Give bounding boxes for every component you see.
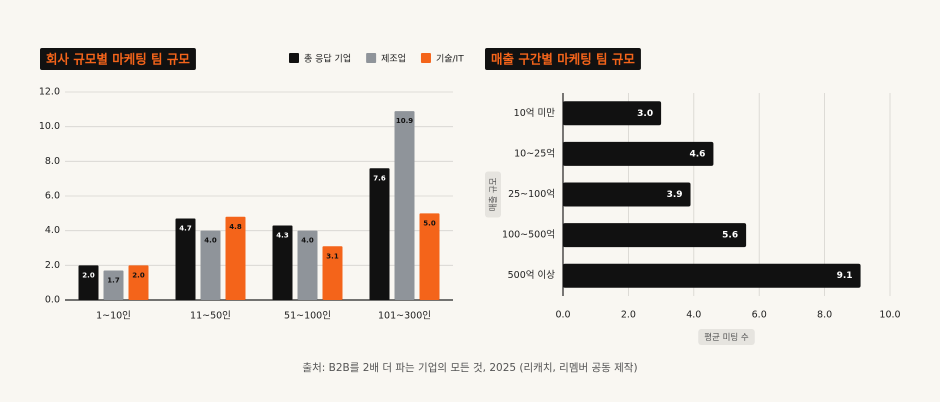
bar — [322, 246, 343, 300]
y-axis-label-group: 매출 규모 — [485, 171, 501, 218]
bar — [225, 216, 246, 300]
bar — [128, 265, 149, 300]
value-label: 4.3 — [276, 231, 289, 239]
bar — [175, 218, 196, 300]
caption: 출처: B2B를 2배 더 파는 기업의 모든 것, 2025 (리캐치, 리멤… — [302, 361, 637, 374]
x-axis-label: 평균 미팅 수 — [704, 332, 749, 343]
y-tick-label: 6.0 — [45, 191, 60, 202]
y-axis-label: 매출 규모 — [488, 177, 499, 211]
y-tick-label: 100~500억 — [502, 229, 555, 241]
legend-swatch — [366, 53, 377, 63]
value-label: 4.0 — [301, 237, 314, 245]
value-label: 1.7 — [107, 277, 120, 285]
x-tick-label: 4.0 — [686, 310, 701, 321]
axis-label-background — [485, 171, 501, 218]
value-label: 4.6 — [689, 149, 705, 159]
bar — [369, 168, 390, 300]
y-tick-label: 10.0 — [39, 121, 60, 132]
bar — [419, 213, 440, 300]
bar — [103, 270, 124, 300]
bar — [563, 182, 691, 207]
bar — [272, 225, 293, 300]
y-tick-label: 12.0 — [39, 87, 60, 98]
x-tick-label: 11~50인 — [190, 311, 231, 322]
bar — [563, 101, 662, 126]
y-tick-label: 2.0 — [45, 260, 60, 271]
y-tick-label: 10억 미만 — [514, 107, 556, 119]
bar — [563, 263, 861, 288]
value-label: 9.1 — [837, 271, 853, 281]
legend-swatch — [289, 53, 299, 63]
x-tick-label: 0.0 — [555, 310, 570, 321]
bar — [563, 141, 714, 166]
legend-label: 기술/IT — [436, 54, 464, 65]
bar — [78, 265, 99, 300]
x-tick-label: 8.0 — [817, 310, 832, 321]
value-label: 4.8 — [229, 223, 242, 231]
y-tick-label: 0.0 — [45, 295, 60, 306]
value-label: 10.9 — [396, 117, 413, 125]
legend-swatch — [420, 53, 431, 63]
bar — [297, 230, 318, 300]
legend-label: 총 응답 기업 — [304, 53, 351, 65]
value-label: 4.0 — [204, 237, 217, 245]
value-label: 3.1 — [326, 252, 339, 260]
chart-title: 매출 구간별 마케팅 팀 규모 — [491, 52, 635, 67]
x-tick-label: 101~300인 — [378, 311, 431, 322]
x-tick-label: 6.0 — [752, 310, 767, 321]
value-label: 2.0 — [82, 271, 95, 279]
x-tick-label: 2.0 — [621, 310, 636, 321]
value-label: 3.0 — [637, 109, 653, 119]
y-tick-label: 8.0 — [45, 156, 60, 167]
value-label: 5.6 — [722, 231, 738, 241]
legend-label: 제조업 — [381, 54, 406, 65]
value-label: 4.7 — [179, 225, 192, 233]
bar — [200, 230, 221, 300]
title-background — [40, 48, 196, 70]
value-label: 3.9 — [667, 190, 683, 200]
y-tick-label: 500억 이상 — [508, 269, 556, 281]
value-label: 5.0 — [423, 219, 436, 227]
value-label: 7.6 — [373, 174, 386, 182]
axis-label-background — [698, 329, 755, 345]
y-tick-label: 25~100억 — [508, 188, 555, 200]
x-tick-label: 10.0 — [879, 310, 900, 321]
chart-title: 회사 규모별 마케팅 팀 규모 — [46, 52, 190, 67]
value-label: 2.0 — [132, 271, 145, 279]
y-tick-label: 4.0 — [45, 225, 60, 236]
x-tick-label: 1~10인 — [96, 311, 131, 322]
title-background — [485, 48, 641, 70]
x-tick-label: 51~100인 — [284, 311, 331, 322]
y-tick-label: 10~25억 — [514, 147, 555, 159]
bar — [563, 223, 747, 248]
bar — [394, 111, 415, 300]
